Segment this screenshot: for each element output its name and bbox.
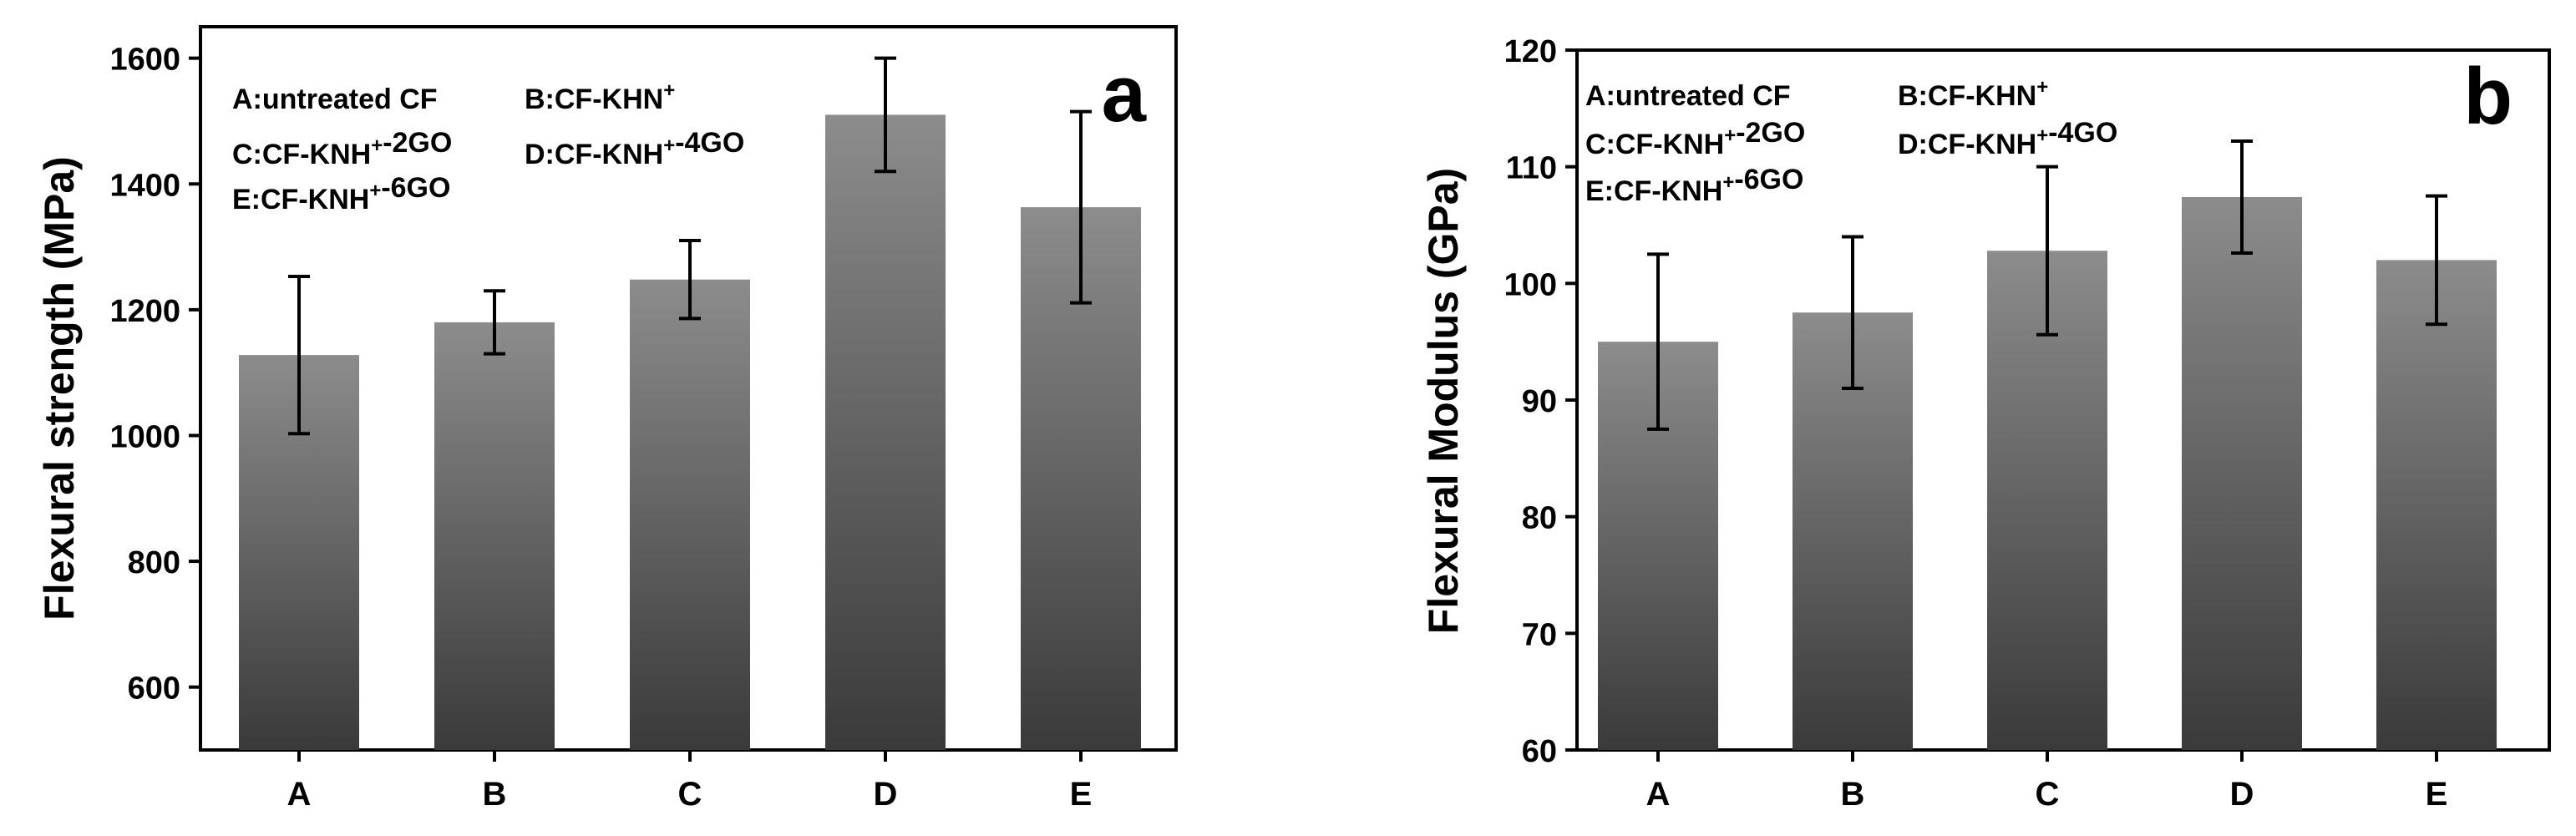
y-tick-label: 90 [1522, 384, 1557, 419]
error-bar-b [1842, 235, 1864, 391]
y-axis-label-a: Flexural strength (MPa) [36, 156, 83, 621]
y-tick-label: 800 [128, 545, 180, 580]
bar-d [825, 114, 946, 750]
x-tick-label: E [2426, 776, 2448, 813]
panel-label-b: b [2463, 52, 2513, 141]
error-bar-a [1647, 252, 1669, 431]
bar-c [630, 279, 750, 750]
error-bar-e [1070, 109, 1092, 305]
legend-entry: A:untreated CF [232, 84, 438, 115]
y-axis-label-b: Flexural Modulus (GPa) [1420, 168, 1467, 634]
bar-b [434, 322, 555, 750]
y-tick-label: 70 [1522, 617, 1557, 652]
y-tick-label: 1600 [109, 43, 180, 78]
x-tick-label: B [1841, 776, 1865, 813]
legend-entry: C:CF-KNH+-2GO [1585, 117, 1805, 160]
legend-b: A:untreated CF B:CF-KHN+ C:CF-KNH+-2GO D:CF… [1585, 76, 2117, 207]
y-tick-label: 60 [1522, 734, 1557, 769]
error-bar-c [679, 239, 701, 321]
legend-entry: E:CF-KNH+-6GO [232, 172, 450, 215]
panel-label-a: a [1102, 49, 1147, 139]
legend-entry: C:CF-KNH+-2GO [232, 127, 452, 170]
y-tick-label: 1000 [109, 419, 180, 454]
x-tick-label: C [678, 776, 702, 813]
x-tick-label: A [287, 776, 312, 813]
y-tick-label: 120 [1504, 34, 1557, 69]
x-axis-b: A B C D E [1646, 750, 2448, 813]
legend-entry: B:CF-KHN+ [1898, 76, 2048, 112]
error-bar-e [2426, 194, 2447, 327]
error-bar-d [875, 56, 896, 174]
x-tick-label: A [1646, 776, 1671, 813]
legend-entry: D:CF-KNH+-4GO [525, 127, 744, 170]
bar-e [2376, 260, 2497, 750]
bars-b [1598, 139, 2497, 751]
error-bar-c [2036, 165, 2058, 337]
x-tick-label: D [2230, 776, 2254, 813]
x-tick-label: E [1070, 776, 1093, 813]
y-tick-label: 1200 [109, 294, 180, 329]
x-tick-label: B [483, 776, 507, 813]
x-tick-label: D [874, 776, 898, 813]
bar-d [2182, 196, 2302, 751]
legend-entry: D:CF-KNH+-4GO [1898, 117, 2117, 160]
y-tick-label: 110 [1506, 151, 1557, 186]
legend-entry: A:untreated CF [1585, 80, 1791, 112]
legend-entry: E:CF-KNH+-6GO [1585, 164, 1803, 207]
y-axis-a: 600 800 1000 1200 1400 1600 [109, 43, 200, 707]
x-tick-label: C [2036, 776, 2060, 813]
y-axis-b: 60 70 80 90 100 110 120 [1504, 34, 1577, 769]
bars-a [239, 56, 1141, 750]
panel-a: 600 800 1000 1200 1400 1600 A B C D E Flexural st… [36, 25, 1178, 813]
y-tick-label: 600 [128, 671, 180, 707]
y-tick-label: 100 [1504, 267, 1557, 302]
error-bar-b [484, 289, 505, 356]
legend-a: A:untreated CF B:CF-KHN+ C:CF-KNH+-2GO D:CF… [232, 79, 744, 215]
panel-b: 60 70 80 90 100 110 120 A B C D E Flexural Modulus… [1420, 34, 2551, 813]
x-axis-a: A B C D E [287, 750, 1093, 813]
y-tick-label: 1400 [109, 168, 180, 203]
legend-entry: B:CF-KHN+ [525, 79, 675, 115]
error-bar-d [2231, 139, 2253, 256]
error-bar-a [288, 274, 310, 436]
y-tick-label: 80 [1522, 501, 1557, 536]
